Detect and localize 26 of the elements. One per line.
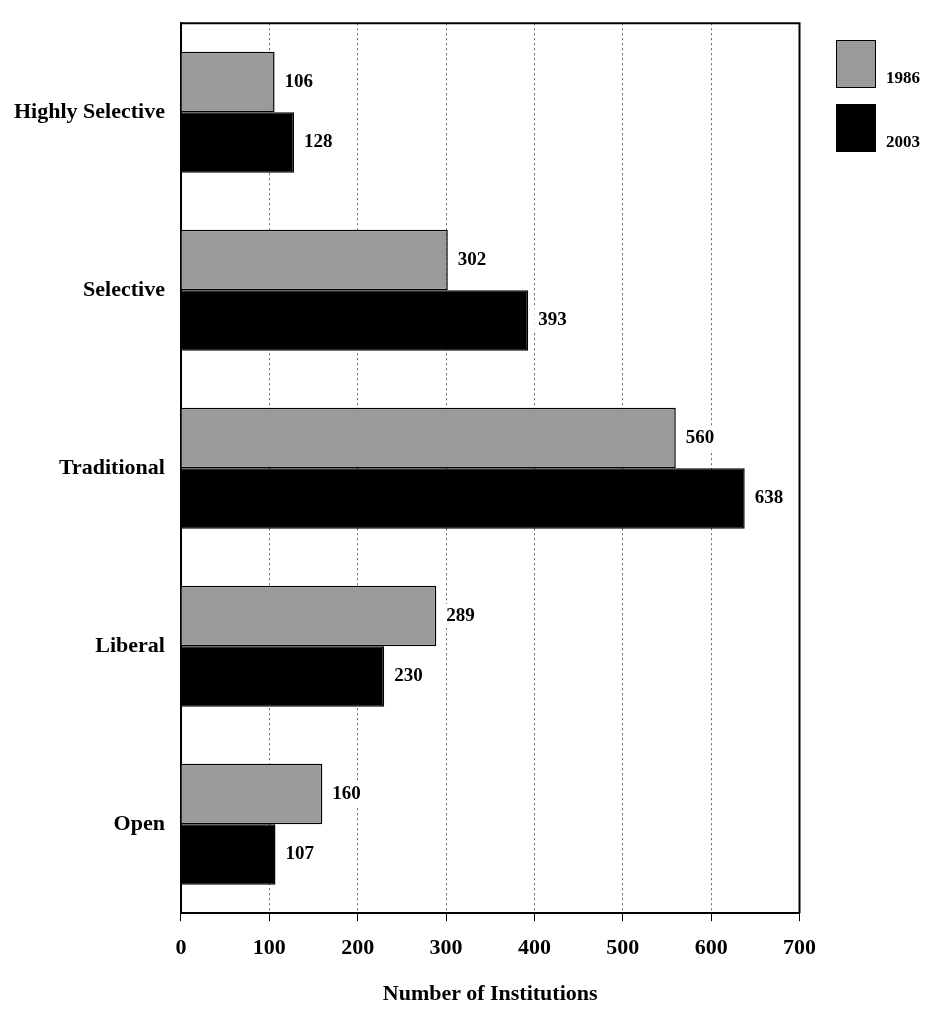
data-label: 107 <box>285 842 315 864</box>
text: 2003 <box>886 132 920 152</box>
x-tick-label: 400 <box>517 934 551 960</box>
data-label: 289 <box>446 603 475 625</box>
data-label: 302 <box>457 247 487 269</box>
data-label: 106 <box>284 69 314 91</box>
data-label: 230 <box>394 664 423 686</box>
y-tick-label: Open <box>113 809 165 835</box>
y-tick-label: Liberal <box>95 631 165 657</box>
data-label: 560 <box>685 425 715 447</box>
data-label: 638 <box>754 486 784 508</box>
x-tick-label: 500 <box>606 934 640 960</box>
x-tick-label: 300 <box>429 934 463 960</box>
x-tick-label: 200 <box>341 934 375 960</box>
x-tick-label: 100 <box>252 934 286 960</box>
y-tick-label: Highly Selective <box>14 97 166 123</box>
x-axis-title: Number of Institutions <box>382 980 599 1006</box>
data-label: 128 <box>304 130 333 152</box>
x-tick-label: 700 <box>783 934 816 960</box>
text: 1986 <box>886 68 920 88</box>
x-tick-label: 0 <box>175 934 187 960</box>
data-label: 160 <box>332 781 361 803</box>
y-tick-label: Traditional <box>58 453 165 479</box>
data-label: 393 <box>538 308 567 330</box>
x-tick-label: 600 <box>694 934 728 960</box>
y-tick-label: Selective <box>83 275 166 301</box>
